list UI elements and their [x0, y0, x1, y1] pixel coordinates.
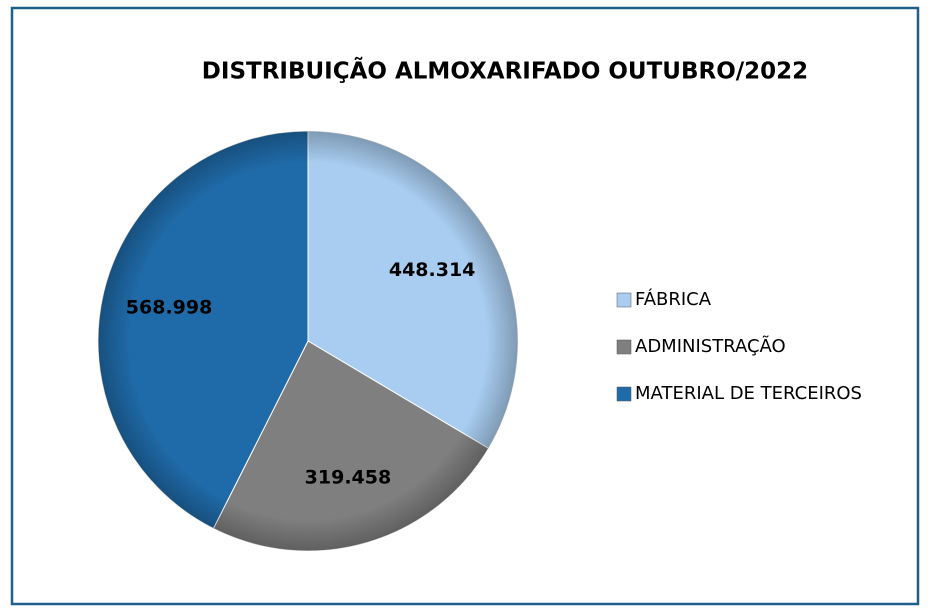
- data-label: 568.998: [126, 296, 213, 318]
- legend-swatch: [616, 292, 632, 308]
- chart-title: DISTRIBUIÇÃO ALMOXARIFADO OUTUBRO/2022: [202, 57, 808, 85]
- data-label: 448.314: [389, 259, 476, 281]
- legend-swatch: [616, 386, 632, 402]
- chart-frame: [10, 6, 920, 606]
- legend-swatch: [616, 339, 632, 355]
- legend-label: MATERIAL DE TERCEIROS: [635, 383, 862, 404]
- data-label: 319.458: [305, 467, 392, 489]
- legend-label: FÁBRICA: [635, 288, 712, 310]
- legend-label: ADMINISTRAÇÃO: [635, 335, 786, 357]
